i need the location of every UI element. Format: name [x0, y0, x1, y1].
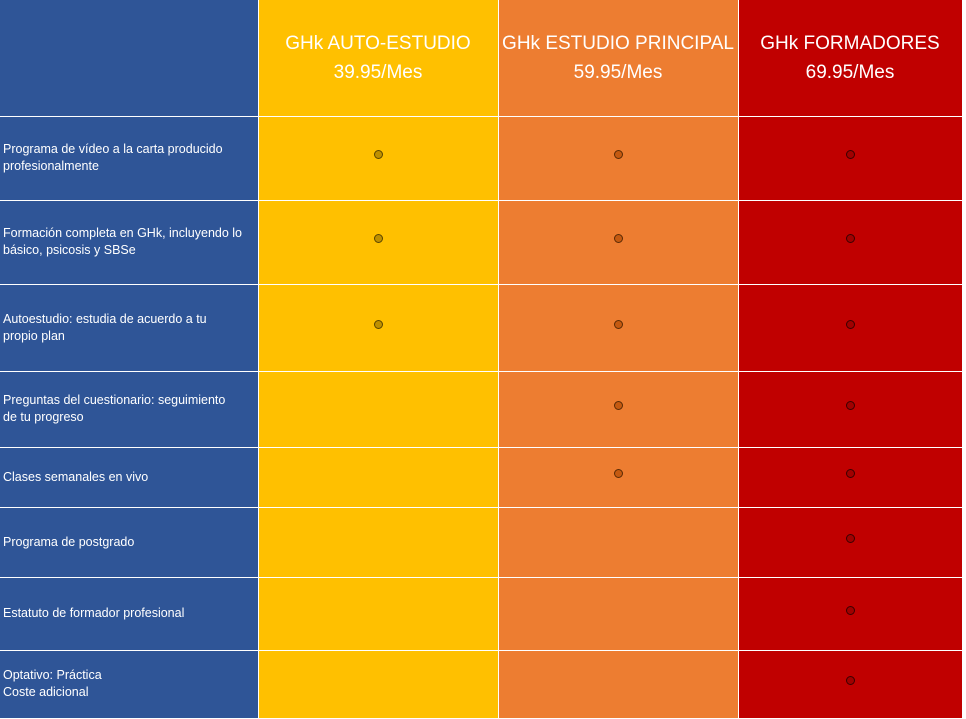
circle-dot-icon: [613, 150, 623, 160]
feature-label: Autoestudio: estudia de acuerdo a tu prop…: [0, 284, 259, 372]
feature-label: Programa de vídeo a la carta producido pr…: [0, 116, 259, 201]
circle-dot-icon: [845, 150, 855, 160]
plan-name: GHk AUTO-ESTUDIO: [285, 33, 471, 54]
feature-row: Programa de vídeo a la carta producido pr…: [0, 116, 963, 201]
feature-row: Preguntas del cuestionario: seguimiento d…: [0, 371, 963, 448]
plan-feature-cell: [738, 650, 963, 719]
plan-header-auto-estudio: GHk AUTO-ESTUDIO 39.95/Mes: [258, 0, 499, 117]
feature-label-line: Clases semanales en vivo: [3, 469, 149, 484]
plan-feature-cell: [258, 116, 499, 201]
feature-label: Formación completa en GHk, incluyendo lo…: [0, 200, 259, 285]
feature-header-cell: [0, 0, 259, 117]
plan-feature-cell: [498, 577, 739, 651]
plan-header-row: GHk AUTO-ESTUDIO 39.95/Mes GHk ESTUDIO P…: [0, 0, 963, 117]
circle-dot-icon: [373, 319, 383, 329]
plan-feature-cell: [738, 507, 963, 578]
feature-label-line: de tu progreso: [3, 410, 84, 425]
circle-dot-icon: [845, 401, 855, 411]
feature-row: Estatuto de formador profesional: [0, 577, 963, 651]
plan-feature-cell: [498, 507, 739, 578]
plan-feature-cell: [258, 200, 499, 285]
circle-dot-icon: [613, 469, 623, 479]
circle-dot-icon: [845, 605, 855, 615]
feature-label: Preguntas del cuestionario: seguimiento d…: [0, 371, 259, 448]
plan-price: 69.95/Mes: [805, 62, 895, 83]
feature-label: Optativo: Práctica Coste adicional: [0, 650, 259, 719]
plan-feature-cell: [498, 116, 739, 201]
feature-label-line: Estatuto de formador profesional: [3, 606, 185, 621]
feature-label: Programa de postgrado: [0, 507, 259, 578]
feature-label: Estatuto de formador profesional: [0, 577, 259, 651]
circle-dot-icon: [845, 676, 855, 686]
plan-feature-cell: [738, 447, 963, 508]
feature-row: Clases semanales en vivo: [0, 447, 963, 508]
plan-feature-cell: [258, 371, 499, 448]
plan-feature-cell: [738, 284, 963, 372]
plan-name: GHk FORMADORES: [760, 33, 940, 54]
feature-label-line: Coste adicional: [3, 685, 89, 700]
plan-price: 39.95/Mes: [333, 62, 423, 83]
circle-dot-icon: [845, 319, 855, 329]
feature-label-line: Preguntas del cuestionario: seguimiento: [3, 393, 226, 408]
plan-feature-cell: [498, 447, 739, 508]
plan-feature-cell: [498, 650, 739, 719]
circle-dot-icon: [373, 150, 383, 160]
circle-dot-icon: [845, 534, 855, 544]
plan-feature-cell: [258, 577, 499, 651]
feature-label-line: Programa de vídeo a la carta producido: [3, 142, 223, 157]
feature-label-line: Autoestudio: estudia de acuerdo a tu: [3, 311, 207, 326]
circle-dot-icon: [613, 319, 623, 329]
plan-feature-cell: [258, 447, 499, 508]
plan-feature-cell: [258, 284, 499, 372]
feature-row: Optativo: Práctica Coste adicional: [0, 650, 963, 719]
circle-dot-icon: [845, 469, 855, 479]
circle-dot-icon: [373, 234, 383, 244]
feature-label-line: propio plan: [3, 328, 65, 343]
plan-feature-cell: [498, 284, 739, 372]
plan-feature-cell: [258, 507, 499, 578]
plan-header-formadores: GHk FORMADORES 69.95/Mes: [738, 0, 963, 117]
circle-dot-icon: [845, 234, 855, 244]
plan-feature-cell: [498, 371, 739, 448]
plan-feature-cell: [738, 577, 963, 651]
feature-label-line: Formación completa en GHk, incluyendo lo: [3, 226, 243, 241]
plan-feature-cell: [498, 200, 739, 285]
plan-feature-cell: [738, 200, 963, 285]
plan-feature-cell: [738, 116, 963, 201]
circle-dot-icon: [613, 234, 623, 244]
feature-label-line: Optativo: Práctica: [3, 668, 102, 683]
circle-dot-icon: [613, 401, 623, 411]
feature-label: Clases semanales en vivo: [0, 447, 259, 508]
feature-label-line: Programa de postgrado: [3, 534, 135, 549]
feature-label-line: profesionalmente: [3, 159, 99, 174]
feature-row: Autoestudio: estudia de acuerdo a tu prop…: [0, 284, 963, 372]
plan-header-estudio-principal: GHk ESTUDIO PRINCIPAL 59.95/Mes: [498, 0, 739, 117]
feature-row: Programa de postgrado: [0, 507, 963, 578]
plan-name: GHk ESTUDIO PRINCIPAL: [502, 33, 734, 54]
feature-label-line: básico, psicosis y SBSe: [3, 243, 136, 258]
feature-row: Formación completa en GHk, incluyendo lo…: [0, 200, 963, 285]
plan-feature-cell: [258, 650, 499, 719]
plan-feature-cell: [738, 371, 963, 448]
plan-price: 59.95/Mes: [573, 62, 663, 83]
